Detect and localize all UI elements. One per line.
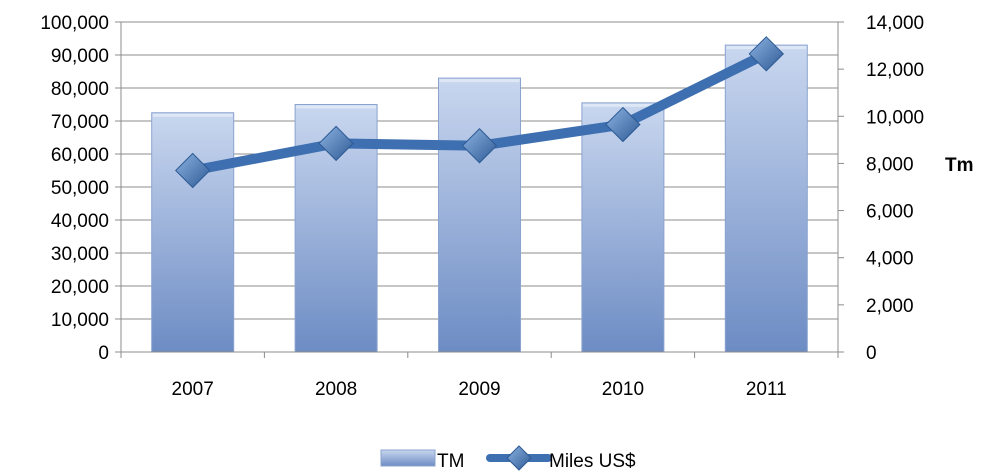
right-axis-tick-label: 10,000 bbox=[866, 107, 924, 128]
line-marker-2010 bbox=[605, 106, 641, 143]
bar-2009 bbox=[438, 77, 521, 353]
right-axis-tick-label: 12,000 bbox=[866, 60, 924, 81]
line-marker-2008 bbox=[318, 125, 354, 162]
line-marker-2009 bbox=[461, 128, 498, 164]
left-axis-tick-label: 10,000 bbox=[51, 310, 109, 331]
left-axis-tick-label: 100,000 bbox=[40, 13, 109, 34]
bar-highlight bbox=[152, 113, 233, 117]
left-axis-tick-label: 40,000 bbox=[51, 211, 109, 232]
line-series bbox=[174, 36, 785, 189]
axes bbox=[115, 21, 844, 358]
left-axis-tick-label: 70,000 bbox=[51, 112, 109, 133]
left-axis-tick-label: 60,000 bbox=[51, 145, 109, 166]
line-marker-2007 bbox=[174, 152, 211, 189]
right-axis-tick-label: 14,000 bbox=[866, 13, 924, 34]
left-axis-tick-label: 20,000 bbox=[51, 277, 109, 298]
right-axis-tick-label: 6,000 bbox=[866, 202, 914, 223]
right-axis-tick-label: 8,000 bbox=[866, 154, 914, 175]
left-axis-tick-label: 90,000 bbox=[51, 46, 109, 67]
x-axis-tick-label: 2007 bbox=[172, 379, 214, 400]
legend-label-line: Miles US$ bbox=[549, 451, 636, 472]
legend-swatch-marker bbox=[506, 445, 532, 471]
bar-highlight bbox=[296, 105, 377, 109]
left-axis-tick-label: 30,000 bbox=[51, 244, 109, 265]
right-axis-tick-label: 4,000 bbox=[866, 249, 914, 270]
legend-swatch-bar bbox=[380, 449, 436, 467]
bar-series bbox=[151, 44, 808, 353]
tick-labels: 0 10,000 20,000 30,000 40,000 50,000 60,000 70,… bbox=[40, 13, 924, 400]
legend: TM Miles US$ bbox=[380, 445, 636, 472]
bar-2010 bbox=[581, 102, 665, 353]
line-marker-2011 bbox=[748, 36, 785, 72]
x-axis-tick-label: 2011 bbox=[746, 379, 787, 400]
right-axis-tick-label: 0 bbox=[866, 343, 877, 364]
x-axis-tick-label: 2008 bbox=[315, 379, 357, 400]
bar-highlight bbox=[439, 79, 520, 83]
x-axis-tick-label: 2010 bbox=[602, 379, 644, 400]
left-axis-tick-label: 0 bbox=[98, 343, 109, 364]
x-axis-tick-label: 2009 bbox=[458, 379, 500, 400]
left-axis-tick-label: 50,000 bbox=[51, 178, 109, 199]
legend-label-bar: TM bbox=[437, 451, 464, 472]
left-axis-tick-label: 80,000 bbox=[51, 79, 109, 100]
bar-2011 bbox=[724, 44, 808, 353]
right-axis-tick-label: 2,000 bbox=[866, 296, 914, 317]
bar-2007 bbox=[151, 112, 235, 353]
bar-highlight bbox=[582, 103, 663, 107]
right-axis-title: Tm bbox=[945, 155, 974, 176]
